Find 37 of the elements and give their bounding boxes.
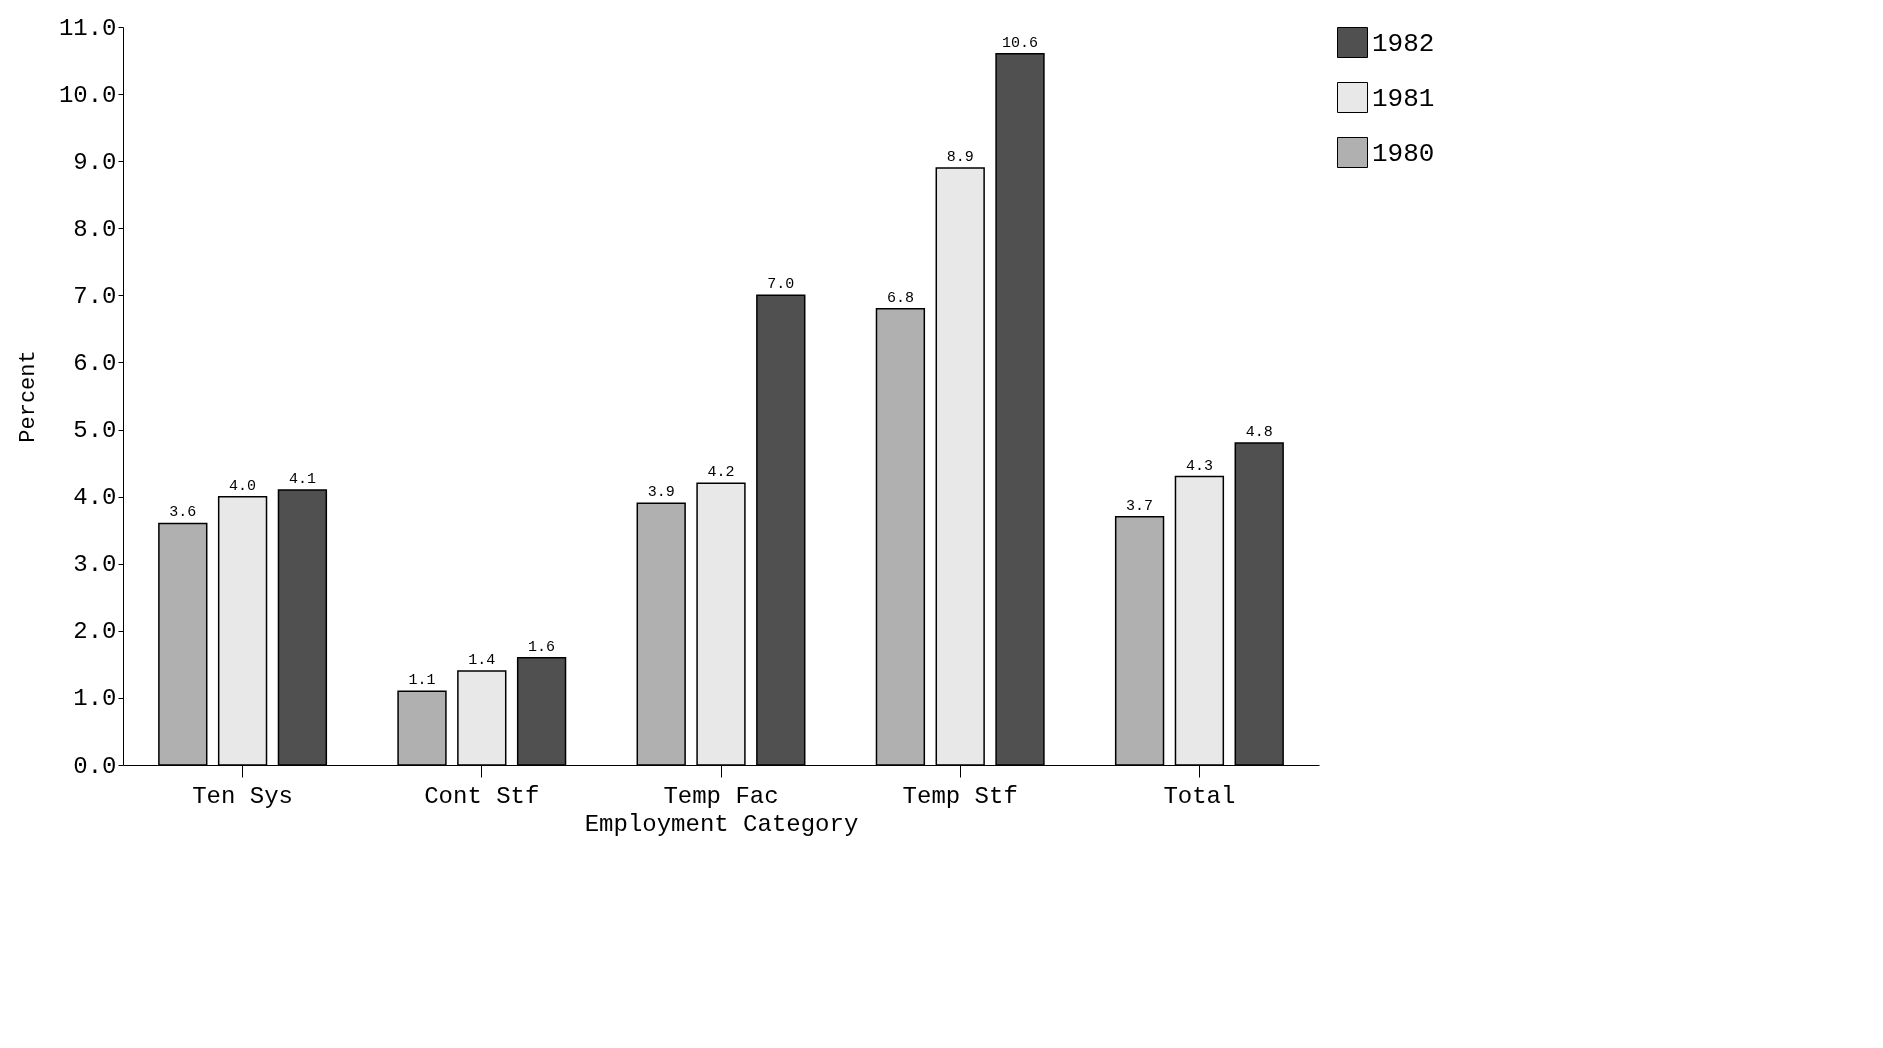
y-tick-label: 11.0 bbox=[58, 14, 117, 42]
x-tick-label: Cont Stf bbox=[424, 782, 540, 810]
y-tick-label: 3.0 bbox=[73, 551, 117, 579]
y-tick-label: 6.0 bbox=[73, 349, 117, 377]
y-axis-title: Percent bbox=[15, 350, 41, 443]
y-tick-label: 2.0 bbox=[73, 618, 117, 646]
y-tick-label: 7.0 bbox=[73, 282, 117, 310]
data-label: 4.1 bbox=[288, 470, 316, 488]
data-label: 3.9 bbox=[647, 484, 675, 502]
y-tick-label: 9.0 bbox=[73, 148, 117, 176]
y-tick-label: 0.0 bbox=[73, 752, 117, 780]
data-label: 4.2 bbox=[707, 464, 735, 482]
data-label: 7.0 bbox=[767, 276, 795, 294]
y-tick-label: 1.0 bbox=[73, 685, 117, 713]
data-label: 1.4 bbox=[468, 652, 496, 670]
legend-label: 1982 bbox=[1372, 28, 1435, 59]
y-tick-label: 10.0 bbox=[58, 81, 117, 109]
data-label: 8.9 bbox=[946, 148, 974, 166]
x-tick-label: Ten Sys bbox=[192, 782, 294, 810]
x-axis-title: Employment Category bbox=[584, 810, 859, 838]
legend-label: 1981 bbox=[1372, 83, 1435, 114]
y-tick-label: 4.0 bbox=[73, 484, 117, 512]
legend-label: 1980 bbox=[1372, 138, 1435, 169]
x-tick-label: Temp Fac bbox=[663, 782, 779, 810]
x-tick-label: Total bbox=[1163, 782, 1236, 810]
y-tick-label: 8.0 bbox=[73, 215, 117, 243]
data-label: 3.6 bbox=[169, 504, 197, 522]
data-label: 1.1 bbox=[408, 672, 436, 690]
x-tick-label: Temp Stf bbox=[902, 782, 1018, 810]
data-label: 10.6 bbox=[1001, 34, 1039, 52]
data-label: 4.0 bbox=[229, 477, 257, 495]
data-label: 4.3 bbox=[1185, 457, 1213, 475]
data-label: 3.7 bbox=[1126, 497, 1154, 515]
data-label: 4.8 bbox=[1245, 423, 1273, 441]
data-label: 6.8 bbox=[886, 289, 914, 307]
y-tick-label: 5.0 bbox=[73, 417, 117, 445]
data-label: 1.6 bbox=[528, 638, 556, 656]
